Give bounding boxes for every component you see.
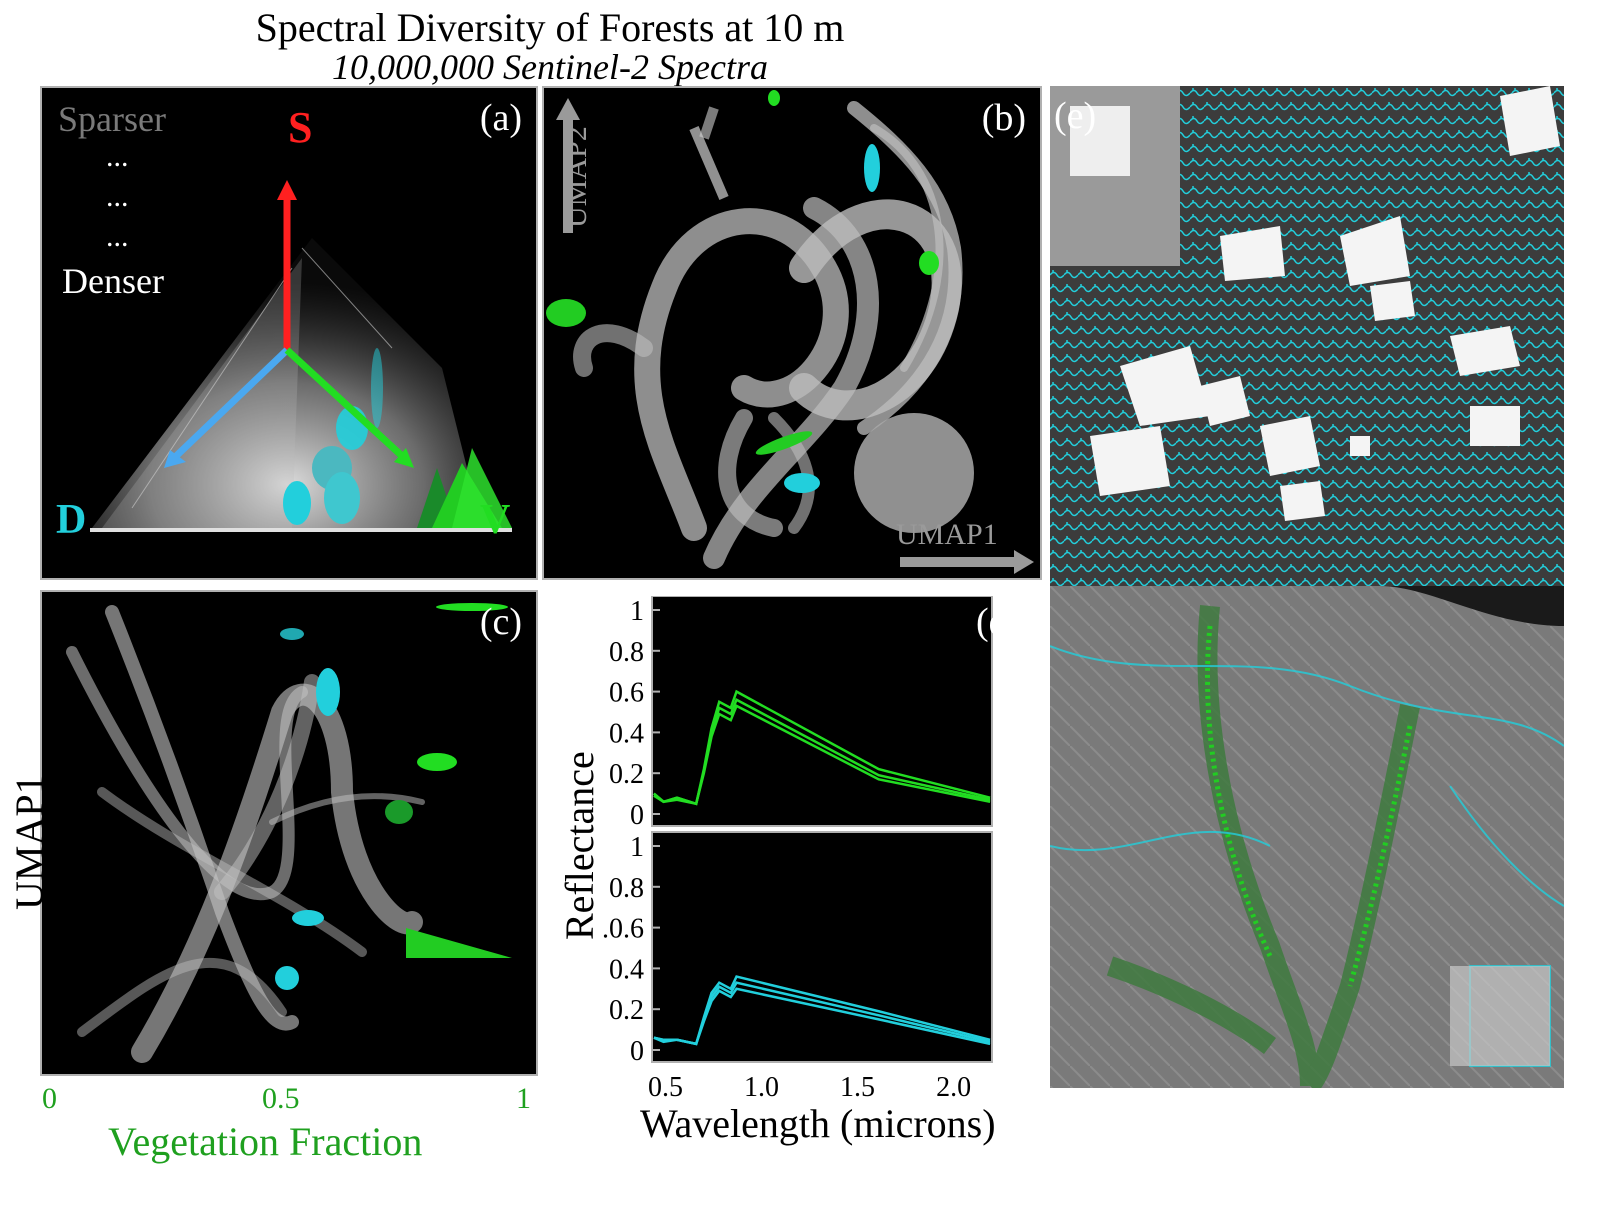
umap-fan	[854, 413, 974, 533]
axis-v-label: V	[480, 497, 511, 543]
spectrum-line-bottom-2	[653, 987, 991, 1046]
ytick-top: 1	[630, 596, 644, 627]
xtick-wavelength: 1.0	[744, 1072, 779, 1103]
sparser-label: Sparser	[58, 99, 166, 139]
umap-colored-clusters	[546, 90, 939, 493]
ytick-top: 0.2	[609, 759, 644, 790]
axis-s-label: S	[288, 103, 313, 152]
panel-c-xtick-2: 1	[516, 1082, 531, 1115]
umap2-label: UMAP2	[560, 126, 593, 228]
xtick-wavelength: 0.5	[648, 1072, 683, 1103]
panel-a-label: (a)	[479, 97, 522, 139]
panel-e-graphic	[1050, 86, 1564, 1088]
ytick-bottom: 0	[630, 1036, 644, 1067]
panel-c-xtick-1: 0.5	[262, 1082, 300, 1115]
xtick-wavelength: 1.5	[840, 1072, 875, 1103]
panel-d-ylabel: Reflectance	[557, 751, 602, 940]
bright-fields	[1090, 86, 1560, 521]
ytick-bottom: .0.6	[602, 914, 644, 945]
dots-3: ...	[106, 220, 129, 253]
ytick-bottom: 0.2	[609, 995, 644, 1026]
dots-1: ...	[106, 140, 129, 173]
ytick-bottom: 1	[630, 832, 644, 863]
figure-subtitle: 10,000,000 Sentinel-2 Spectra	[332, 47, 768, 87]
spectrum-line-top-2	[653, 704, 991, 806]
ytick-bottom: 0.4	[609, 954, 644, 985]
umap1-colored-clusters	[275, 603, 512, 990]
xtick-wavelength: 2.0	[936, 1072, 971, 1103]
panel-c-xtick-0: 0	[42, 1082, 57, 1115]
panel-d-top: 1 0.8 0.6 0.4 0.2 0	[609, 596, 993, 831]
axis-d-label: D	[56, 497, 87, 543]
ytick-top: 0	[630, 800, 644, 831]
green-pixels	[1205, 625, 1413, 987]
mixing-space-cloud	[92, 238, 482, 528]
panel-c-ylabel: UMAP1	[7, 774, 52, 910]
panel-a-graphic	[90, 180, 512, 532]
umap1-label-b: UMAP1	[896, 518, 998, 551]
ytick-top: 0.4	[609, 718, 644, 749]
denser-label: Denser	[62, 261, 164, 301]
green-cluster	[417, 448, 512, 528]
spectra-plot-area-bottom	[651, 831, 993, 1063]
panel-d-xlabel: Wavelength (microns)	[640, 1101, 996, 1146]
panel-c-xlabel: Vegetation Fraction	[108, 1119, 423, 1164]
panel-d-chart: 10.80.60.40.20 10.8.0.60.40.200.5 1.0 1.5 2…	[602, 596, 993, 1103]
panel-d-bottom: 1 0.8 .0.6 0.4 0.2 00.5 1.0 1.5 2.0	[602, 831, 993, 1103]
cyan-cluster	[283, 348, 383, 525]
panel-e-label: (e)	[1054, 95, 1097, 137]
panel-b-graphic	[546, 90, 1034, 574]
panel-c-graphic	[66, 603, 512, 1063]
ytick-bottom: 0.8	[609, 873, 644, 904]
ytick-top: 0.6	[609, 678, 644, 709]
endmember-arrows	[164, 180, 414, 468]
panel-e-satellite-image: (e)	[1050, 86, 1564, 1088]
ytick-top: 0.8	[609, 637, 644, 668]
panel-c-label: (c)	[479, 601, 522, 643]
umap-ribbons	[573, 101, 963, 569]
riparian-forest	[1106, 605, 1420, 1088]
panel-c: (c)	[40, 590, 538, 1076]
panel-a: (a) Sparser ... ... ... Denser S D V	[40, 86, 538, 580]
dots-2: ...	[106, 180, 129, 213]
figure-title: Spectral Diversity of Forests at 10 m	[255, 5, 845, 50]
umap1-vs-fv-ribbons	[66, 605, 425, 1063]
panel-b: (b) UMAP2 UMAP1	[542, 86, 1042, 580]
spectrum-line-top-1	[653, 698, 991, 806]
panel-d-label: (d)	[976, 601, 1021, 643]
panel-b-label: (b)	[981, 97, 1026, 139]
